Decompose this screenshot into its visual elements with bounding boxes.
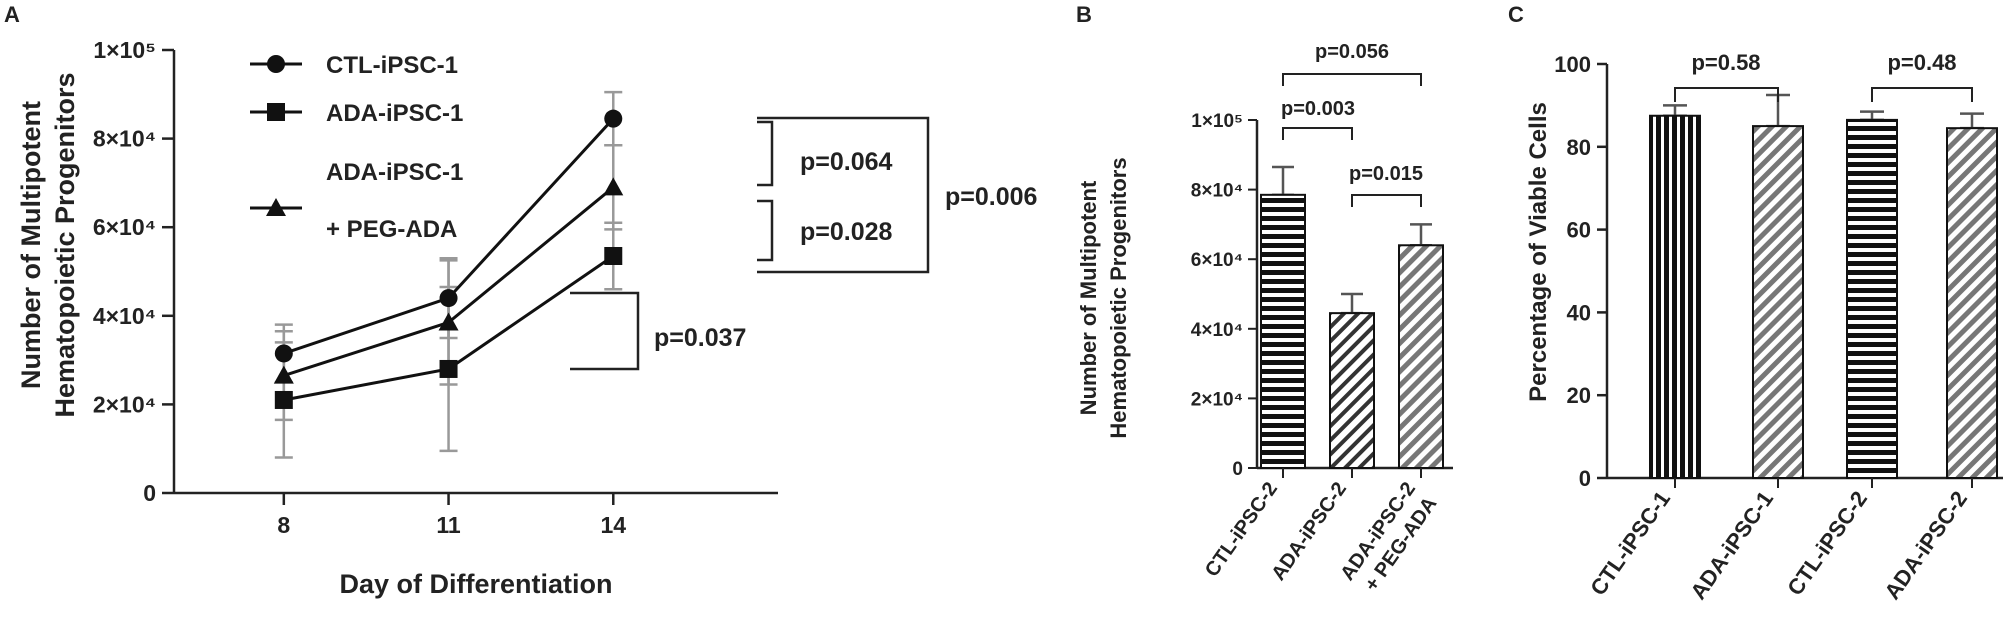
series-0-point bbox=[439, 289, 458, 308]
panel-c-y-ticks: 0 20 40 60 80 100 bbox=[1554, 52, 1607, 491]
panel-c-ylabel: Percentage of Viable Cells bbox=[1525, 102, 1552, 402]
panel-a-ytick-label: 2×10⁴ bbox=[93, 391, 156, 417]
panel-c-xtick-label: ADA-iPSC-1 bbox=[1685, 487, 1778, 604]
panel-c-xtick-label: CTL-iPSC-1 bbox=[1585, 487, 1675, 600]
panel-b: B Number of Multipotent Hematopoietic Pr… bbox=[1076, 2, 1453, 595]
panel-a-bracket-1 bbox=[757, 120, 774, 187]
panel-b-ytick-label: 4×10⁴ bbox=[1191, 320, 1243, 341]
series-0-point bbox=[604, 109, 623, 128]
panel-a-xtick-label: 8 bbox=[277, 512, 290, 538]
panel-b-bracket-3 bbox=[1351, 194, 1422, 207]
panel-b-pvalue-2: p=0.003 bbox=[1281, 98, 1355, 120]
panel-b-bars bbox=[1260, 165, 1444, 470]
panel-a-ytick-label: 0 bbox=[143, 480, 156, 506]
panel-b-ylabel-line2: Hematopoietic Progenitors bbox=[1106, 157, 1131, 438]
panel-a-bracket-4 bbox=[570, 291, 640, 371]
panel-b-pvalue-3: p=0.015 bbox=[1349, 163, 1423, 185]
panel-b-y-ticks: 0 2×10⁴ 4×10⁴ 6×10⁴ 8×10⁴ 1×10⁵ bbox=[1191, 111, 1257, 480]
panel-b-bar bbox=[1329, 312, 1375, 470]
panel-c-ytick-label: 40 bbox=[1567, 300, 1591, 325]
legend-marker bbox=[267, 55, 285, 73]
panel-b-ytick-label: 1×10⁵ bbox=[1191, 111, 1243, 132]
panel-a-ylabel-line2: Hematopoietic Progenitors bbox=[50, 72, 80, 417]
panel-b-errorbar bbox=[1272, 165, 1294, 197]
legend-peg-ada-line: + PEG-ADA bbox=[326, 216, 457, 243]
legend-marker bbox=[267, 103, 285, 121]
panel-a-xtick-label: 11 bbox=[436, 512, 461, 538]
panel-a-ylabel-line1: Number of Multipotent bbox=[16, 101, 46, 389]
series-2-point bbox=[438, 312, 459, 331]
panel-c-ytick-label: 60 bbox=[1567, 218, 1591, 243]
panel-b-errorbar bbox=[1410, 223, 1432, 247]
panel-a-ytick-label: 1×10⁵ bbox=[93, 37, 156, 63]
panel-b-bar bbox=[1398, 244, 1444, 469]
panel-c-letter: C bbox=[1508, 2, 1524, 27]
panel-a-pvalue-4: p=0.037 bbox=[654, 324, 746, 352]
panel-b-xtick-label: CTL-iPSC-2 bbox=[1201, 478, 1282, 581]
panel-b-bar bbox=[1260, 193, 1306, 469]
legend-marker bbox=[266, 198, 286, 216]
panel-a-pvalue-2: p=0.028 bbox=[800, 218, 893, 246]
panel-a-bracket-3 bbox=[757, 116, 930, 274]
panel-b-ytick-label: 2×10⁴ bbox=[1191, 389, 1243, 410]
legend-label: ADA-iPSC-1 bbox=[326, 159, 463, 186]
panel-c-bracket-2 bbox=[1871, 87, 1973, 102]
panel-a-pvalue-1: p=0.064 bbox=[800, 148, 893, 176]
panel-c: C Percentage of Viable Cells 0 20 40 60 80 10… bbox=[1508, 2, 2003, 604]
panel-c-x-ticks: CTL-iPSC-1 ADA-iPSC-1 CTL-iPSC-2 ADA-iPSC-2 bbox=[1585, 478, 1973, 604]
panel-b-bracket-2 bbox=[1282, 127, 1353, 140]
panel-b-ytick-label: 0 bbox=[1232, 459, 1243, 480]
panel-a-xlabel: Day of Differentiation bbox=[339, 569, 612, 599]
panel-c-bar bbox=[1649, 114, 1701, 479]
panel-c-ytick-label: 80 bbox=[1567, 135, 1591, 160]
panel-b-errorbar bbox=[1341, 292, 1363, 315]
panel-b-letter: B bbox=[1076, 2, 1092, 27]
panel-a-xtick-label: 14 bbox=[600, 512, 626, 538]
legend-label: CTL-iPSC-1 bbox=[326, 52, 458, 79]
panel-a-pvalue-3: p=0.006 bbox=[945, 183, 1037, 211]
panel-c-ytick-label: 100 bbox=[1554, 52, 1591, 77]
panel-a-ytick-label: 8×10⁴ bbox=[93, 126, 156, 152]
panel-c-bracket-1 bbox=[1674, 87, 1779, 102]
panel-a-letter: A bbox=[4, 2, 20, 27]
panel-a-y-ticks: 0 2×10⁴ 4×10⁴ 6×10⁴ 8×10⁴ 1×10⁵ bbox=[93, 37, 174, 506]
panel-a-legend: CTL-iPSC-1 ADA-iPSC-1 ADA-iPSC-1 bbox=[250, 52, 463, 216]
panel-a-plot bbox=[273, 90, 624, 459]
series-1-point bbox=[439, 359, 458, 378]
series-2-point bbox=[273, 365, 294, 384]
panel-c-pvalue-2: p=0.48 bbox=[1887, 50, 1956, 75]
panel-b-ytick-label: 6×10⁴ bbox=[1191, 250, 1243, 271]
panel-a-x-ticks: 8 11 14 bbox=[277, 493, 626, 538]
panel-c-bar bbox=[1946, 127, 1998, 479]
panel-a-bracket-2 bbox=[757, 199, 774, 262]
panel-c-errorbar bbox=[1663, 104, 1687, 117]
panel-a-ytick-label: 6×10⁴ bbox=[93, 214, 156, 240]
panel-a: A Number of Multipotent Hematopoietic Pr… bbox=[4, 2, 1037, 599]
series-2-point bbox=[603, 177, 624, 196]
panel-b-bracket-1 bbox=[1282, 73, 1422, 86]
legend-label: ADA-iPSC-1 bbox=[326, 100, 463, 127]
series-0-point bbox=[274, 344, 293, 363]
panel-a-ytick-label: 4×10⁴ bbox=[93, 303, 156, 329]
panel-c-xtick-label: ADA-iPSC-2 bbox=[1879, 487, 1972, 604]
panel-c-errorbar bbox=[1960, 112, 1984, 130]
series-1-point bbox=[274, 390, 293, 409]
panel-c-bar bbox=[1846, 118, 1898, 479]
panel-b-ylabel-line1: Number of Multipotent bbox=[1076, 180, 1101, 415]
panel-c-bar bbox=[1752, 125, 1804, 479]
panel-c-xtick-label: CTL-iPSC-2 bbox=[1782, 487, 1872, 600]
panel-c-bars bbox=[1649, 93, 1998, 479]
series-1-point bbox=[604, 246, 623, 265]
panel-c-ytick-label: 0 bbox=[1579, 466, 1591, 491]
panel-c-ytick-label: 20 bbox=[1567, 383, 1591, 408]
panel-c-pvalue-1: p=0.58 bbox=[1691, 50, 1760, 75]
panel-b-ytick-label: 8×10⁴ bbox=[1191, 181, 1243, 202]
panel-c-errorbar bbox=[1860, 110, 1884, 122]
panel-b-pvalue-1: p=0.056 bbox=[1315, 41, 1389, 63]
